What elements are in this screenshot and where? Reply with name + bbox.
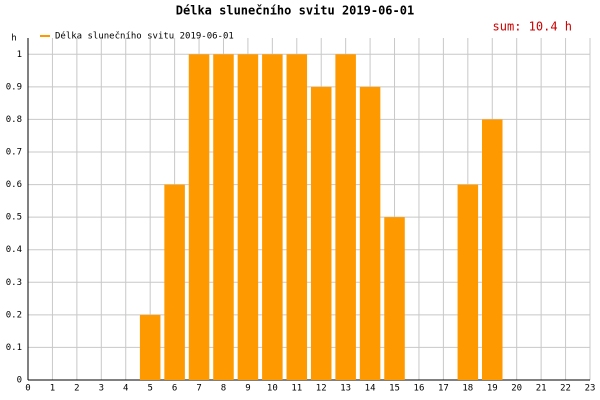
y-tick-label: 0.5 <box>6 213 22 223</box>
x-tick-label: 8 <box>221 384 226 394</box>
y-tick-label: 0.8 <box>6 115 22 125</box>
y-tick-label: 0.9 <box>6 82 22 92</box>
bar <box>213 54 234 381</box>
x-tick-label: 19 <box>487 384 498 394</box>
x-tick-label: 22 <box>560 384 571 394</box>
y-tick-label: 0.6 <box>6 180 22 190</box>
x-tick-label: 11 <box>291 384 302 394</box>
bar <box>237 54 259 381</box>
x-tick-label: 18 <box>462 384 473 394</box>
bar <box>262 54 283 381</box>
x-tick-label: 16 <box>414 384 425 394</box>
x-tick-label: 12 <box>316 384 327 394</box>
bar <box>286 54 308 381</box>
y-axis-label: h <box>11 34 16 44</box>
x-tick-label: 14 <box>365 384 376 394</box>
x-tick-label: 21 <box>536 384 547 394</box>
x-tick-label: 5 <box>147 384 152 394</box>
bar <box>164 184 185 380</box>
y-tick-label: 0.3 <box>6 278 22 288</box>
x-tick-label: 13 <box>340 384 351 394</box>
x-tick-label: 4 <box>123 384 128 394</box>
bar <box>359 86 381 380</box>
x-tick-label: 9 <box>245 384 250 394</box>
y-tick-label: 0.7 <box>6 148 22 158</box>
y-tick-label: 0 <box>17 376 22 386</box>
y-tick-label: 1 <box>17 50 22 60</box>
x-tick-label: 0 <box>25 384 30 394</box>
bar <box>457 184 479 380</box>
x-tick-label: 20 <box>511 384 522 394</box>
x-tick-label: 6 <box>172 384 177 394</box>
x-tick-label: 23 <box>585 384 596 394</box>
annotation: sum: 10.4 h <box>493 20 572 34</box>
x-tick-label: 3 <box>99 384 104 394</box>
y-tick-label: 0.2 <box>6 310 22 320</box>
legend-label: Délka slunečního svitu 2019-06-01 <box>55 31 234 42</box>
bar <box>335 54 356 381</box>
bar <box>384 217 405 380</box>
x-tick-label: 2 <box>74 384 79 394</box>
bar <box>139 314 161 380</box>
x-tick-label: 1 <box>50 384 55 394</box>
x-tick-label: 7 <box>196 384 201 394</box>
bar <box>481 119 503 380</box>
bar <box>310 86 332 380</box>
y-tick-label: 0.1 <box>6 343 22 353</box>
x-tick-label: 17 <box>438 384 449 394</box>
x-tick-label: 15 <box>389 384 400 394</box>
y-tick-label: 0.4 <box>6 245 22 255</box>
x-tick-label: 10 <box>267 384 278 394</box>
chart-title: Délka slunečního svitu 2019-06-01 <box>176 4 414 18</box>
bar <box>188 54 210 381</box>
